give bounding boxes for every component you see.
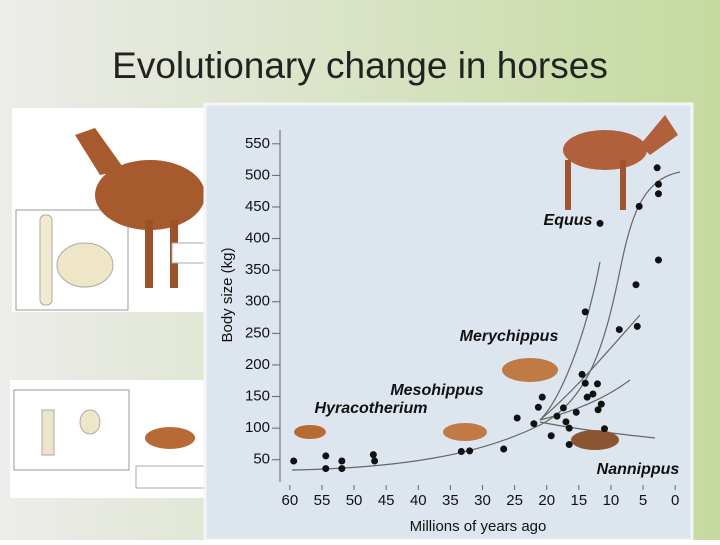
data-point [553,412,561,420]
annotation: Mesohippus [390,382,483,399]
data-point [559,404,567,412]
x-tick-label: 20 [538,492,555,509]
data-point [513,414,521,422]
data-point [581,379,589,387]
data-point [601,425,609,433]
y-tick-label: 200 [245,356,270,373]
data-point [633,322,641,330]
x-tick-label: 55 [314,492,331,509]
x-axis-label: Millions of years ago [410,518,547,535]
y-tick-label: 150 [245,388,270,405]
data-point [322,452,330,460]
data-point [654,256,662,264]
y-tick-label: 350 [245,261,270,278]
data-point [589,390,597,398]
x-tick-label: 45 [378,492,395,509]
annotation: Equus [544,212,593,229]
slide-title: Evolutionary change in horses [112,45,608,86]
data-point [654,190,662,198]
data-point [565,441,573,449]
x-tick-label: 30 [474,492,491,509]
data-point [597,400,605,408]
data-point [615,326,623,334]
data-point [457,448,465,456]
data-point [538,393,546,401]
x-tick-label: 40 [410,492,427,509]
data-point [653,164,661,172]
data-point [534,403,542,411]
data-point [578,370,586,378]
illustration [10,108,208,498]
annotation: Nannippus [597,461,680,478]
data-point [500,445,508,453]
data-point [338,457,346,465]
data-point [530,420,538,428]
data-point [583,393,591,401]
x-tick-label: 5 [639,492,647,509]
data-point [466,447,474,455]
data-point [369,451,377,459]
y-tick-label: 450 [245,198,270,215]
x-tick-label: 10 [603,492,620,509]
data-point [593,380,601,388]
x-tick-label: 25 [506,492,523,509]
x-tick-label: 50 [346,492,363,509]
y-tick-label: 250 [245,324,270,341]
data-point [565,424,573,432]
y-tick-label: 400 [245,230,270,247]
data-point [654,180,662,188]
y-tick-label: 100 [245,419,270,436]
data-point [338,465,346,473]
data-point [635,202,643,210]
horse-figures [294,115,678,450]
x-tick-label: 15 [570,492,587,509]
x-tick-label: 0 [671,492,679,509]
y-tick-label: 50 [253,451,270,468]
y-axis-label: Body size (kg) [219,247,236,342]
data-point [322,465,330,473]
data-point [572,408,580,416]
data-point [371,457,379,465]
data-point [594,406,602,414]
data-point [632,281,640,289]
data-point [562,418,570,426]
x-tick-label: 35 [442,492,459,509]
x-tick-label: 60 [282,492,299,509]
trend-curves [291,171,681,471]
plot-panel [203,102,694,542]
y-tick-label: 300 [245,293,270,310]
annotation: Merychippus [460,328,559,345]
y-tick-label: 550 [245,135,270,152]
data-point [596,219,604,227]
data-point [547,432,555,440]
data-point [581,308,589,316]
data-point [290,457,298,465]
annotation: Hyracotherium [315,400,428,417]
y-tick-label: 500 [245,166,270,183]
